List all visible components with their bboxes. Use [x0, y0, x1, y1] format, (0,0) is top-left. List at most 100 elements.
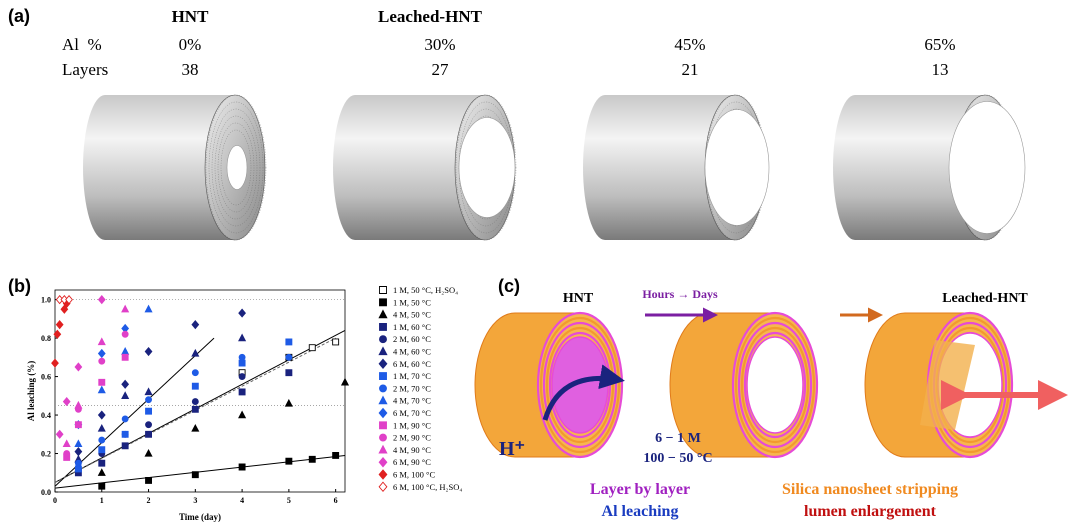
heading: HNT	[563, 291, 594, 306]
legend-marker	[379, 384, 387, 393]
y-tick-label: 0.6	[41, 373, 51, 382]
legend-marker	[378, 395, 388, 405]
condition: 6 − 1 M	[655, 431, 701, 446]
data-point	[98, 482, 106, 490]
legend-label: 6 M, 100 °C	[393, 470, 435, 480]
layer-value: 21	[682, 60, 699, 79]
panel-c: (c) HNT Hours → Days Leached-HNT H⁺ 6 − 1…	[474, 276, 1068, 520]
layer-ring	[205, 94, 267, 241]
cylinder-body	[333, 95, 485, 240]
data-point	[97, 423, 106, 432]
x-tick-label: 4	[240, 496, 244, 505]
caption: Silica nanosheet stripping	[782, 481, 958, 498]
data-point	[238, 410, 247, 419]
data-point	[238, 359, 246, 367]
legend-marker	[378, 469, 388, 480]
data-point	[191, 471, 199, 479]
tube-layer	[743, 331, 807, 439]
layer-value: 13	[932, 60, 949, 79]
legend-marker	[378, 456, 388, 468]
fit-line	[54, 454, 346, 489]
data-point	[238, 333, 247, 342]
data-point	[145, 407, 152, 415]
layer-value: 38	[182, 60, 199, 79]
y-tick-label: 0.4	[41, 411, 51, 420]
y-tick-label: 0.0	[41, 488, 51, 497]
data-point	[191, 348, 200, 357]
legend-label: 1 M, 50 °C, H₂SO₄	[393, 285, 458, 295]
cylinder-body	[83, 95, 235, 240]
data-point	[238, 388, 246, 396]
data-point	[51, 358, 59, 368]
y-axis-label: Al leaching (%)	[26, 361, 36, 422]
data-point	[191, 382, 199, 390]
legend-marker	[378, 346, 388, 356]
legend-marker	[379, 298, 387, 307]
legend-label: 6 M, 90 °C	[393, 457, 431, 467]
data-point	[65, 295, 73, 305]
data-point	[144, 387, 153, 396]
panel-label: (b)	[8, 276, 31, 296]
data-point	[191, 405, 199, 413]
data-point	[285, 353, 293, 361]
al-value: 30%	[424, 35, 455, 54]
legend-marker	[378, 444, 388, 454]
layer-ring	[220, 129, 252, 206]
tube-layer	[734, 316, 816, 454]
data-point	[121, 442, 129, 450]
lumen	[458, 117, 516, 218]
data-point	[98, 378, 106, 386]
data-point	[308, 344, 316, 352]
data-point	[97, 337, 106, 346]
data-point	[121, 330, 129, 338]
data-point	[191, 369, 199, 377]
data-point	[285, 369, 293, 377]
data-point	[97, 468, 106, 476]
ion-label: H⁺	[499, 438, 525, 460]
tube-layer	[740, 326, 810, 444]
data-point	[97, 385, 106, 394]
tube-layer	[737, 321, 813, 449]
legend-marker	[378, 309, 388, 319]
legend-label: 6 M, 100 °C, H₂SO₄	[393, 482, 462, 492]
legend-label: 1 M, 50 °C	[393, 297, 431, 307]
data-point	[121, 379, 130, 389]
data-point	[238, 463, 246, 471]
data-point	[55, 320, 64, 330]
data-point	[145, 396, 152, 404]
al-value: 65%	[924, 35, 955, 54]
data-point	[145, 430, 152, 438]
legend-marker	[379, 335, 387, 344]
data-point	[191, 423, 200, 432]
y-tick-label: 0.8	[41, 334, 51, 343]
data-point	[332, 338, 340, 346]
condition: 100 − 50 °C	[643, 451, 712, 466]
layer-ring	[208, 101, 264, 234]
legend-label: 1 M, 60 °C	[393, 322, 431, 332]
data-point	[340, 377, 350, 386]
layer-ring	[455, 94, 517, 241]
data-point	[74, 421, 82, 429]
data-point	[285, 457, 293, 465]
cylinder-body	[583, 95, 735, 240]
data-point	[144, 448, 153, 457]
panel-label: (a)	[8, 6, 30, 26]
caption: Al leaching	[602, 503, 679, 520]
plot-frame	[54, 289, 346, 493]
data-point	[284, 398, 293, 407]
row-label: Layers	[62, 60, 108, 79]
caption: lumen enlargement	[804, 503, 937, 520]
data-point	[121, 346, 130, 355]
cylinder-body	[833, 95, 985, 240]
x-tick-label: 1	[100, 496, 104, 505]
data-point	[97, 295, 106, 305]
data-point	[62, 439, 71, 448]
data-point	[98, 436, 106, 444]
legend-marker	[378, 481, 388, 493]
layer-value: 27	[432, 60, 450, 79]
data-point	[145, 477, 152, 484]
x-tick-label: 0	[53, 496, 57, 505]
legend-label: 6 M, 60 °C	[393, 359, 431, 369]
layer-ring	[217, 122, 255, 213]
legend-label: 2 M, 90 °C	[393, 433, 431, 443]
